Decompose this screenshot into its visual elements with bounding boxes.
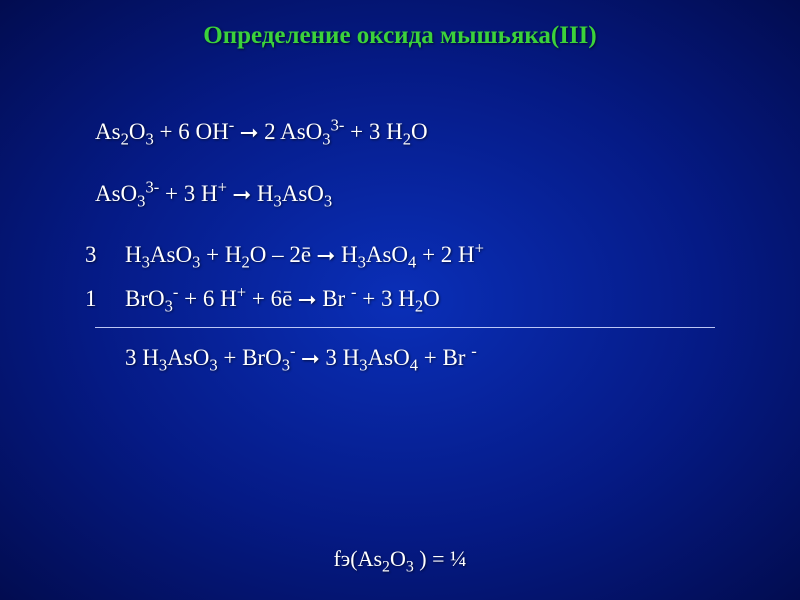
summation-line bbox=[95, 327, 715, 328]
slide: Определение оксида мышьяка(III) As2O3 + … bbox=[0, 0, 800, 600]
sum-equation: 3 H3AsO3 + BrO3- ⭢ 3 H3AsO4 + Br - bbox=[55, 336, 755, 380]
half-1-coef: 3 bbox=[85, 233, 125, 277]
half-reaction-1: 3H3AsO3 + H2O – 2ē ⭢ H3AsO4 + 2 H+ bbox=[55, 233, 755, 277]
equiv-factor: fэ(As2O3 ) = ¼ bbox=[0, 546, 800, 572]
equation-1: As2O3 + 6 OH- ⭢ 2 AsO33- + 3 H2O bbox=[55, 110, 755, 154]
half-2-coef: 1 bbox=[85, 277, 125, 321]
half-reaction-2: 1BrO3- + 6 H+ + 6ē ⭢ Br - + 3 H2O bbox=[55, 277, 755, 321]
equation-2: AsO33- + 3 H+ ⭢ H3AsO3 bbox=[55, 172, 755, 216]
half-2-eq: BrO3- + 6 H+ + 6ē ⭢ Br - + 3 H2O bbox=[125, 286, 440, 311]
slide-content: As2O3 + 6 OH- ⭢ 2 AsO33- + 3 H2O AsO33- … bbox=[55, 110, 755, 379]
slide-title: Определение оксида мышьяка(III) bbox=[0, 0, 800, 50]
half-1-eq: H3AsO3 + H2O – 2ē ⭢ H3AsO4 + 2 H+ bbox=[125, 242, 484, 267]
